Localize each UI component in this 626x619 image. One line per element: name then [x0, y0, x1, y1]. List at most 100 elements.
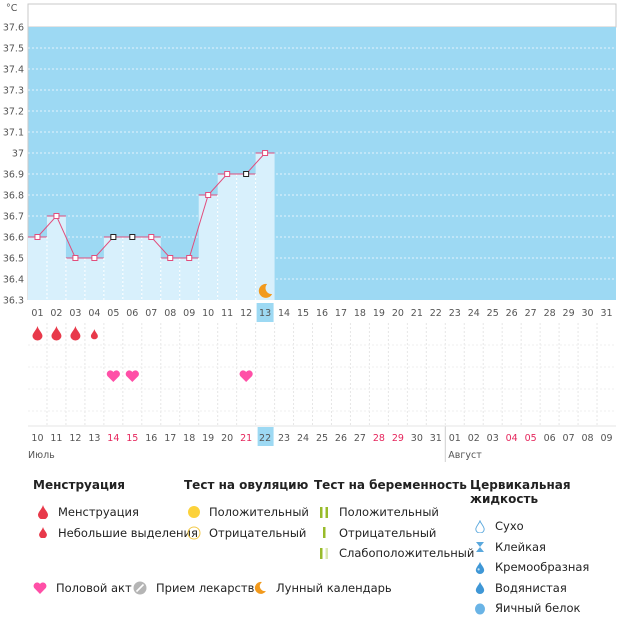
- data-point: [34, 234, 41, 240]
- light-discharge-drop: [90, 329, 98, 340]
- temperature-bar: [217, 174, 237, 300]
- x-tick-label: 20: [392, 308, 404, 319]
- x-tick-label: 26: [506, 308, 518, 319]
- selected-day-highlight: [256, 303, 274, 322]
- legend-ovulation: Тест на овуляцию Положительный Отрицател…: [184, 478, 309, 543]
- x-tick-label: 24: [468, 308, 480, 319]
- legend-light-discharge-row: Небольшие выделения: [33, 523, 198, 544]
- legend-cervical-sticky-row: Клейкая: [470, 537, 626, 558]
- chart-header-area: [27, 3, 617, 28]
- blood-drop-icon: [33, 504, 53, 520]
- data-point: [186, 255, 193, 261]
- moon-icon: [258, 283, 273, 298]
- menstruation-drop: [32, 326, 43, 341]
- drop-half-icon: [470, 559, 490, 575]
- date-label: 31: [430, 433, 442, 444]
- sun-filled-icon: [184, 504, 204, 520]
- menstruation-drop: [51, 326, 62, 341]
- legend-menstruation-label: Менструация: [58, 505, 139, 520]
- y-axis-label: °C: [6, 3, 18, 14]
- legend-cervical-creamy-label: Кремообразная: [495, 560, 590, 575]
- legend-ovulation-positive-label: Положительный: [209, 505, 309, 520]
- date-label: 02: [468, 433, 480, 444]
- data-point: [224, 171, 231, 177]
- x-tick-label: 15: [297, 308, 309, 319]
- one-line-icon: [314, 525, 334, 541]
- y-tick-label: 36.5: [3, 254, 24, 265]
- pill-icon: [130, 580, 150, 596]
- menstruation-drop: [70, 326, 81, 341]
- moon-icon: [250, 580, 270, 596]
- legend-pregnancy-weak-row: Слабоположительный: [314, 543, 474, 564]
- date-label: 06: [544, 433, 556, 444]
- legend-cervical-eggwhite-row: Яичный белок: [470, 598, 626, 619]
- y-tick-label: 37.1: [3, 128, 24, 139]
- x-tick-label: 25: [487, 308, 499, 319]
- legend-pregnancy-negative-row: Отрицательный: [314, 523, 474, 544]
- legend-ovulation-negative-row: Отрицательный: [184, 523, 309, 544]
- temperature-bar: [46, 216, 66, 300]
- legend-menstruation-row: Менструация: [33, 502, 198, 523]
- y-tick-label: 36.7: [3, 212, 24, 223]
- date-label: 14: [107, 433, 119, 444]
- legend-cervical-sticky-label: Клейкая: [495, 539, 546, 554]
- date-label: 20: [221, 433, 233, 444]
- legend-cervical: Цервикальная жидкость Сухо Клейкая Кремо…: [470, 478, 626, 619]
- x-tick-label: 23: [449, 308, 461, 319]
- legend-lunar-label: Лунный календарь: [276, 581, 392, 595]
- date-label: 28: [373, 433, 385, 444]
- legend-intercourse-label: Половой акт: [56, 581, 132, 595]
- y-tick-label: 37.2: [3, 107, 24, 118]
- x-tick-label: 17: [335, 308, 347, 319]
- y-tick-label: 37.3: [3, 86, 24, 97]
- date-label: 23: [278, 433, 290, 444]
- temperature-bar: [103, 237, 123, 300]
- y-tick-label: 37: [12, 149, 24, 160]
- x-tick-label: 22: [430, 308, 442, 319]
- legend-medication-label: Прием лекарств: [156, 581, 255, 595]
- sun-outline-icon: [184, 525, 204, 541]
- month-label-left: Июль: [28, 450, 55, 461]
- date-label: 19: [202, 433, 214, 444]
- heart-icon: [239, 370, 253, 382]
- date-label: 09: [600, 433, 612, 444]
- data-point: [262, 150, 269, 156]
- y-tick-label: 37.6: [3, 23, 24, 34]
- legend-medication: Прием лекарств: [130, 580, 254, 596]
- date-label: 05: [525, 433, 537, 444]
- x-tick-label: 30: [582, 308, 594, 319]
- heart-icon: [106, 370, 120, 382]
- x-tick-label: 16: [316, 308, 328, 319]
- legend-cervical-creamy-row: Кремообразная: [470, 557, 626, 578]
- x-tick-label: 01: [31, 308, 43, 319]
- x-tick-label: 27: [525, 308, 537, 319]
- date-label: 22: [259, 433, 271, 444]
- temperature-bar: [236, 174, 256, 300]
- legend-cervical-watery-label: Водянистая: [495, 580, 567, 595]
- selected-date-highlight: [257, 427, 274, 446]
- x-tick-label: 08: [164, 308, 176, 319]
- x-tick-label: 29: [563, 308, 575, 319]
- legend-ovulation-title: Тест на овуляцию: [184, 478, 309, 492]
- date-label: 30: [411, 433, 423, 444]
- y-tick-label: 37.4: [3, 65, 24, 76]
- y-tick-label: 36.9: [3, 170, 24, 181]
- date-label: 12: [69, 433, 81, 444]
- x-tick-label: 14: [278, 308, 290, 319]
- legend-ovulation-negative-label: Отрицательный: [209, 525, 307, 540]
- x-tick-label: 21: [411, 308, 423, 319]
- date-label: 08: [582, 433, 594, 444]
- x-tick-label: 02: [50, 308, 62, 319]
- heart-icon: [30, 580, 50, 596]
- legend-pregnancy-negative-label: Отрицательный: [339, 525, 437, 540]
- x-tick-label: 18: [354, 308, 366, 319]
- legend-menstruation: Менструация Менструация Небольшие выделе…: [33, 478, 198, 543]
- legend-pregnancy: Тест на беременность Положительный Отриц…: [314, 478, 474, 564]
- legend-pregnancy-positive-row: Положительный: [314, 502, 474, 523]
- date-label: 26: [335, 433, 347, 444]
- drop-outline-icon: [470, 518, 490, 534]
- date-label: 27: [354, 433, 366, 444]
- hourglass-icon: [470, 539, 490, 555]
- data-point: [205, 192, 212, 198]
- date-label: 07: [563, 433, 575, 444]
